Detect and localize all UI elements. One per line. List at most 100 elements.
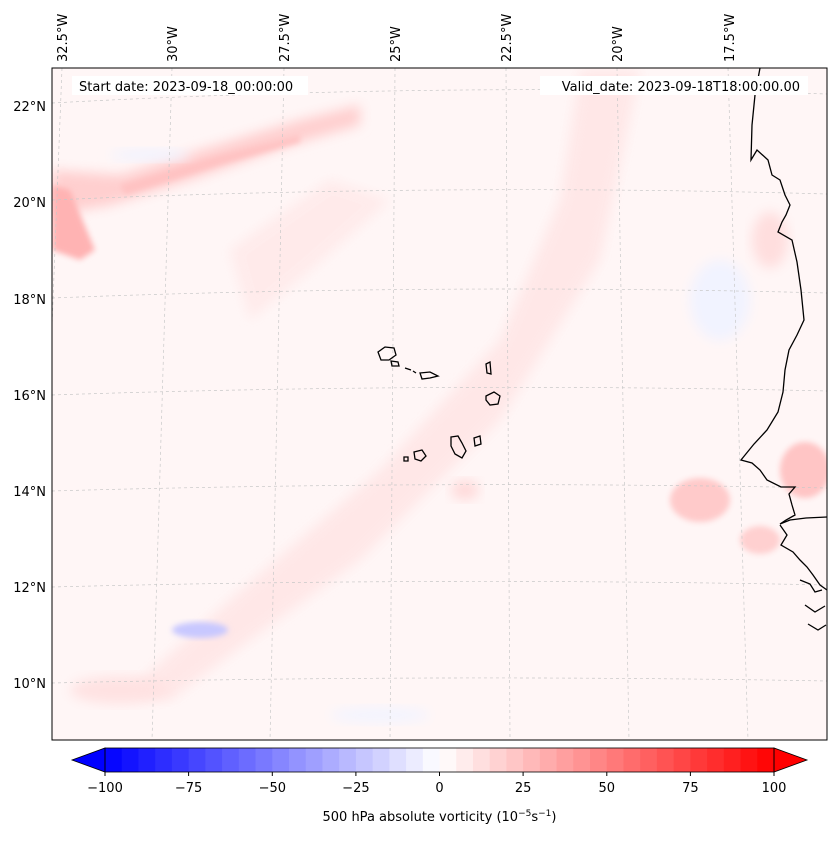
map-frame xyxy=(51,67,828,741)
cape-verde-fogo xyxy=(413,449,427,462)
vorticity-patch xyxy=(670,478,730,522)
colorbar-segment xyxy=(121,748,140,772)
lon-label: 17.5°W xyxy=(723,14,738,62)
colorbar-segment xyxy=(640,748,658,772)
start-date-text: Start date: 2023-09-18_00:00:00 xyxy=(79,80,293,95)
colorbar-segment xyxy=(590,748,608,772)
lon-label: 20°W xyxy=(611,26,626,62)
colorbar-segment xyxy=(673,748,691,772)
colorbar-segment xyxy=(138,748,156,772)
vorticity-band xyxy=(230,180,390,320)
parallel-18n xyxy=(52,288,827,299)
colorbar-segment xyxy=(623,748,641,772)
colorbar-segment xyxy=(171,748,190,772)
colorbar-segment xyxy=(389,748,407,772)
colorbar-label-mid: s xyxy=(531,810,538,825)
meridian-22-5w xyxy=(505,68,511,740)
meridian-30w xyxy=(151,68,173,740)
cbar-tick-label: −75 xyxy=(175,781,202,796)
colorbar-segment xyxy=(322,748,340,772)
colorbar-segment xyxy=(573,748,591,772)
colorbar-arrow-min xyxy=(70,747,106,773)
colorbar-segment xyxy=(188,748,206,772)
cape-verde-sao-vicente xyxy=(390,360,400,367)
valid-date-text: Valid_date: 2023-09-18T18:00:00.00 xyxy=(562,80,800,95)
colorbar-segment xyxy=(489,748,508,772)
meridian-17-5w xyxy=(727,68,749,740)
lat-label: 14°N xyxy=(13,485,46,500)
colorbar-segment xyxy=(205,748,223,772)
lon-label: 25°W xyxy=(389,26,404,62)
coastlines xyxy=(377,68,827,631)
colorbar-label-exp1: −5 xyxy=(518,809,531,819)
negative-vorticity-patch xyxy=(690,260,750,340)
colorbar: −100 −75 −50 −25 0 25 50 75 100 500 hPa … xyxy=(70,747,809,825)
cbar-tick-label: −50 xyxy=(259,781,286,796)
colorbar-segment xyxy=(757,748,775,772)
lon-label: 22.5°W xyxy=(500,14,515,62)
latitude-labels: 22°N 20°N 18°N 16°N 14°N 12°N 10°N xyxy=(13,100,46,692)
vorticity-band xyxy=(130,70,640,700)
cbar-tick-label: 100 xyxy=(762,781,787,796)
cbar-tick-label: 25 xyxy=(515,781,532,796)
colorbar-label-main: 500 hPa absolute vorticity (10 xyxy=(323,810,519,825)
meridian-27-5w xyxy=(269,68,285,740)
lon-label: 30°W xyxy=(166,26,181,62)
colorbar-label-exp2: −1 xyxy=(538,809,551,819)
lon-label: 32.5°W xyxy=(56,14,71,62)
colorbar-segment xyxy=(556,748,574,772)
vorticity-streak-core xyxy=(120,135,300,195)
lat-label: 18°N xyxy=(13,293,46,308)
colorbar-segment xyxy=(456,748,474,772)
colorbar-segment xyxy=(539,748,558,772)
vorticity-field xyxy=(52,70,827,723)
africa-coastline xyxy=(739,68,827,525)
cape-verde-boa-vista xyxy=(485,391,501,406)
colorbar-segment xyxy=(255,748,273,772)
colorbar-segment xyxy=(238,748,257,772)
vorticity-patch xyxy=(451,480,479,500)
cape-verde-sao-nicolau xyxy=(419,371,440,380)
colorbar-segment xyxy=(690,748,708,772)
cape-verde-brava xyxy=(403,456,409,462)
colorbar-segment xyxy=(606,748,625,772)
parallel-20n xyxy=(52,189,827,201)
colorbar-segment xyxy=(422,748,441,772)
lat-label: 10°N xyxy=(13,677,46,692)
colorbar-segment xyxy=(288,748,307,772)
parallel-16n xyxy=(52,386,827,396)
colorbar-segment xyxy=(105,748,123,772)
lat-label: 16°N xyxy=(13,389,46,404)
colorbar-segment xyxy=(740,748,758,772)
lat-label: 20°N xyxy=(13,196,46,211)
cbar-tick-label: 50 xyxy=(599,781,616,796)
negative-vorticity-patch xyxy=(110,149,190,161)
valid-date-box xyxy=(540,76,808,95)
colorbar-segment xyxy=(506,748,524,772)
colorbar-segment xyxy=(272,748,290,772)
cbar-tick-label: 75 xyxy=(682,781,699,796)
lon-label: 27.5°W xyxy=(278,14,293,62)
colorbar-segment xyxy=(222,748,240,772)
cape-verde-maio xyxy=(473,435,482,447)
lat-label: 12°N xyxy=(13,581,46,596)
vorticity-streak-core xyxy=(52,185,95,260)
colorbar-label: 500 hPa absolute vorticity (10−5s−1) xyxy=(323,809,557,825)
colorbar-segments xyxy=(105,748,775,772)
start-date-box xyxy=(72,76,308,95)
colorbar-segment xyxy=(707,748,725,772)
longitude-labels: 32.5°W 30°W 27.5°W 25°W 22.5°W 20°W 17.5… xyxy=(56,14,738,62)
colorbar-segment xyxy=(339,748,357,772)
parallel-14n xyxy=(52,484,827,492)
colorbar-segment xyxy=(406,748,424,772)
cape-verde-sal xyxy=(485,360,492,375)
colorbar-segment xyxy=(656,748,675,772)
cbar-tick-label: 0 xyxy=(435,781,443,796)
colorbar-segment xyxy=(372,748,390,772)
colorbar-arrow-max xyxy=(773,747,809,773)
negative-vorticity-patch xyxy=(172,622,228,638)
colorbar-ticks: −100 −75 −50 −25 0 25 50 75 100 xyxy=(87,772,786,796)
lat-label: 22°N xyxy=(13,100,46,115)
negative-vorticity-patch xyxy=(330,707,430,723)
map-gridlines xyxy=(52,68,827,740)
